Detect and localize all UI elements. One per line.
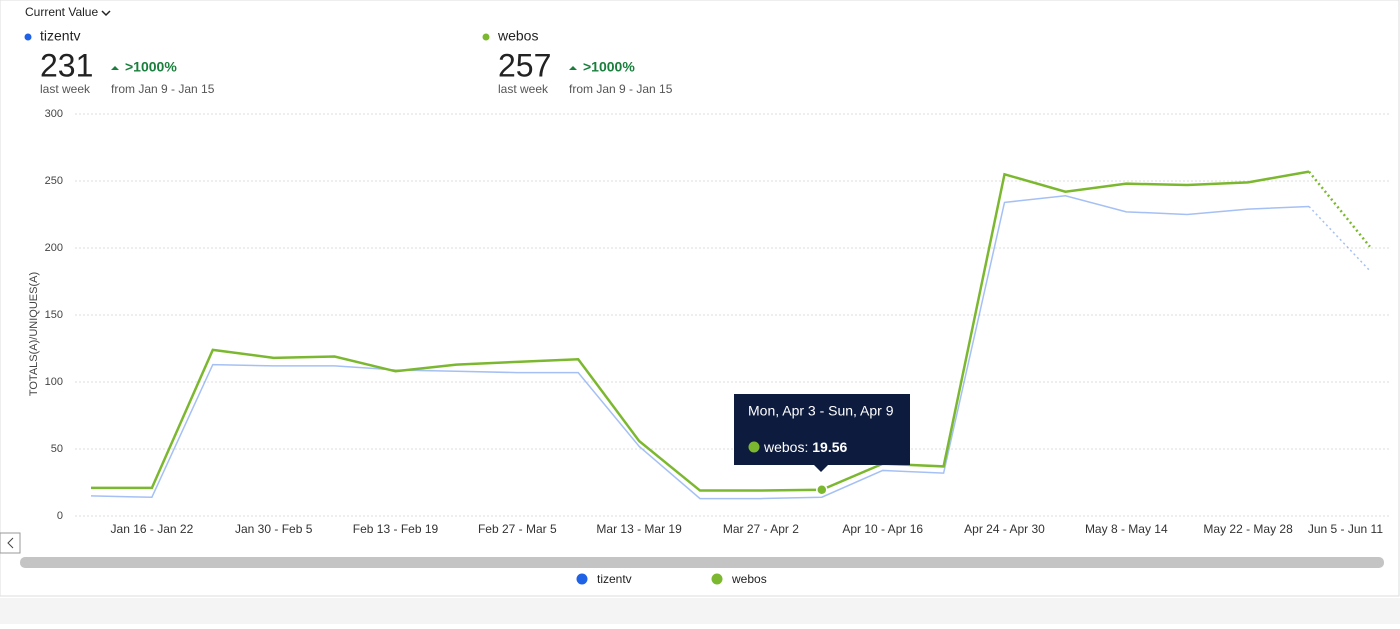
legend-label: tizentv bbox=[597, 572, 632, 586]
x-tick-label: Jan 30 - Feb 5 bbox=[235, 522, 313, 536]
hover-point bbox=[816, 484, 828, 496]
line-projection bbox=[1308, 170, 1371, 248]
summary-change: >1000% bbox=[583, 59, 635, 75]
up-icon bbox=[569, 66, 577, 70]
y-tick-label: 150 bbox=[45, 309, 63, 321]
series-name: tizentv bbox=[40, 28, 80, 44]
y-tick-label: 200 bbox=[45, 242, 63, 254]
x-tick-label: May 22 - May 28 bbox=[1203, 522, 1293, 536]
x-tick-label: Jun 5 - Jun 11 bbox=[1308, 522, 1383, 536]
summary-period: last week bbox=[498, 82, 549, 96]
tooltip: Mon, Apr 3 - Sun, Apr 9 webos: 19.56 bbox=[734, 394, 910, 472]
summary-range: from Jan 9 - Jan 15 bbox=[111, 82, 215, 96]
x-tick-label: Apr 10 - Apr 16 bbox=[842, 522, 923, 536]
legend-dot bbox=[711, 573, 723, 585]
up-icon bbox=[111, 66, 119, 70]
x-tick-label: Feb 13 - Feb 19 bbox=[353, 522, 439, 536]
dropdown[interactable]: Current Value bbox=[25, 5, 98, 19]
summary-period: last week bbox=[40, 82, 91, 96]
line bbox=[90, 194, 1310, 500]
x-tick-label: Mar 13 - Mar 19 bbox=[596, 522, 682, 536]
legend-dot bbox=[24, 33, 32, 41]
legend-dot bbox=[482, 33, 490, 41]
scrollbar[interactable] bbox=[20, 557, 1384, 568]
y-tick-label: 50 bbox=[51, 443, 63, 455]
footer-bar bbox=[0, 598, 1400, 624]
dropdown-icon bbox=[101, 10, 111, 17]
scroll-arrow bbox=[7, 537, 14, 549]
panel bbox=[0, 0, 1400, 597]
y-tick-label: 300 bbox=[45, 108, 63, 120]
y-tick-label: 0 bbox=[57, 510, 63, 522]
summary-value: 231 bbox=[40, 47, 93, 83]
x-tick-label: Apr 24 - Apr 30 bbox=[964, 522, 1045, 536]
x-tick-label: Jan 16 - Jan 22 bbox=[111, 522, 194, 536]
tooltip-title: Mon, Apr 3 - Sun, Apr 9 bbox=[748, 403, 894, 419]
x-tick-label: May 8 - May 14 bbox=[1085, 522, 1168, 536]
summary-value: 257 bbox=[498, 47, 551, 83]
line bbox=[91, 170, 1310, 492]
y-tick-label: 250 bbox=[45, 175, 63, 187]
legend-dot bbox=[576, 573, 588, 585]
y-axis-label: TOTALS(A)/UNIQUES(A) bbox=[28, 272, 40, 396]
tooltip-dot bbox=[748, 441, 760, 453]
summary-range: from Jan 9 - Jan 15 bbox=[569, 82, 673, 96]
scroll-left[interactable] bbox=[0, 532, 21, 554]
tooltip-box bbox=[734, 394, 910, 465]
x-tick-label: Mar 27 - Apr 2 bbox=[723, 522, 799, 536]
tooltip-pointer bbox=[814, 465, 828, 472]
y-tick-label: 100 bbox=[45, 376, 63, 388]
tooltip-text: webos: 19.56 bbox=[763, 439, 847, 455]
series-name: webos bbox=[497, 28, 538, 44]
summary-change: >1000% bbox=[125, 59, 177, 75]
legend-label: webos bbox=[731, 572, 767, 586]
x-tick-label: Feb 27 - Mar 5 bbox=[478, 522, 557, 536]
